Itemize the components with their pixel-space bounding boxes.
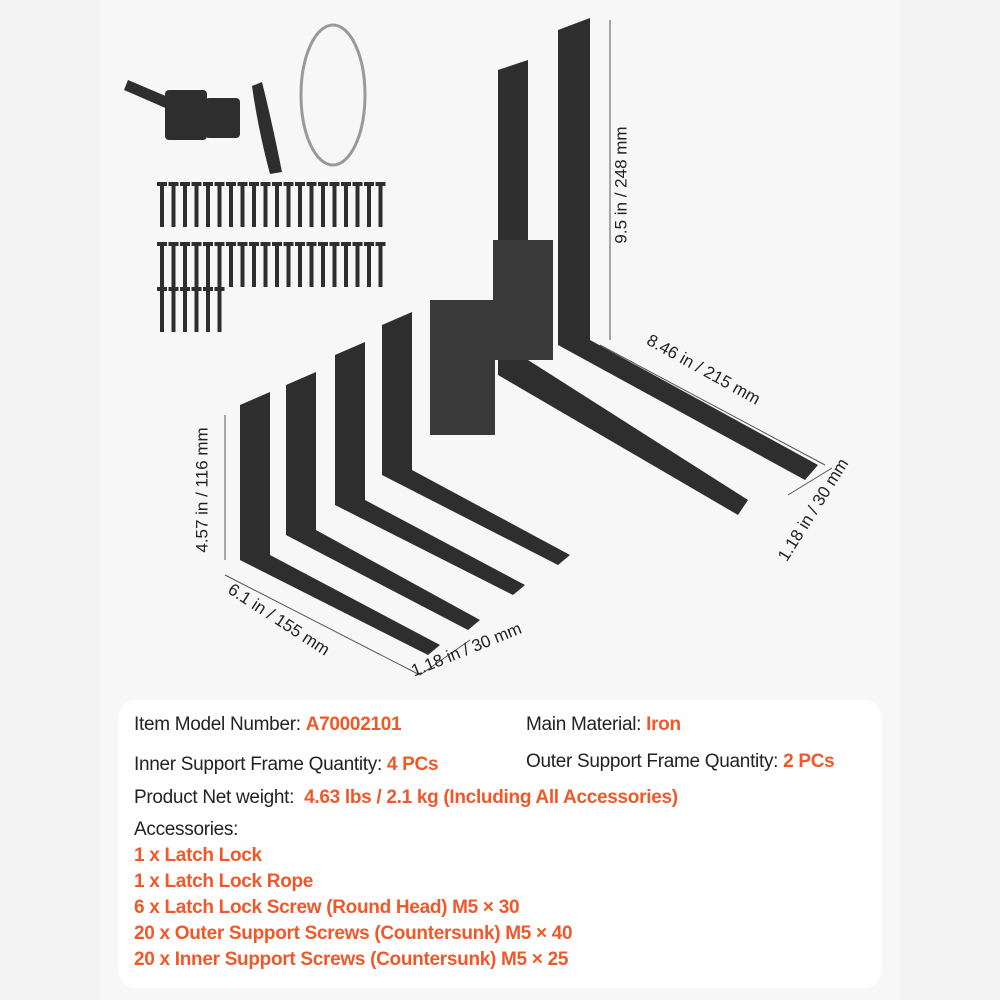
- accessory-item: 6 x Latch Lock Screw (Round Head) M5 × 3…: [134, 897, 520, 918]
- product-illustration: [124, 18, 833, 676]
- spec-model: Item Model Number: A70002101: [134, 714, 402, 735]
- spec-panel: [118, 700, 882, 988]
- outer-bracket: [430, 18, 818, 515]
- latch-lock-icon: [124, 80, 240, 140]
- spec-outer-qty: Outer Support Frame Quantity: 2 PCs: [526, 751, 835, 772]
- dimension-outer-height: 9.5 in / 248 mm: [611, 126, 631, 244]
- screws-icon: [157, 182, 386, 332]
- latch-handle-icon: [252, 82, 282, 174]
- accessories-label: Accessories:: [134, 819, 239, 840]
- inner-bracket: [240, 312, 570, 655]
- latch-rope-icon: [299, 23, 367, 167]
- accessory-item: 1 x Latch Lock: [134, 845, 262, 866]
- accessory-item: 1 x Latch Lock Rope: [134, 871, 314, 892]
- spec-weight: Product Net weight: 4.63 lbs / 2.1 kg (I…: [134, 787, 678, 808]
- accessory-item: 20 x Inner Support Screws (Countersunk) …: [134, 949, 569, 970]
- accessory-item: 20 x Outer Support Screws (Countersunk) …: [134, 923, 573, 944]
- dimension-inner-height: 4.57 in / 116 mm: [192, 427, 212, 553]
- spec-inner-qty: Inner Support Frame Quantity: 4 PCs: [134, 754, 439, 775]
- spec-material: Main Material: Iron: [526, 714, 681, 735]
